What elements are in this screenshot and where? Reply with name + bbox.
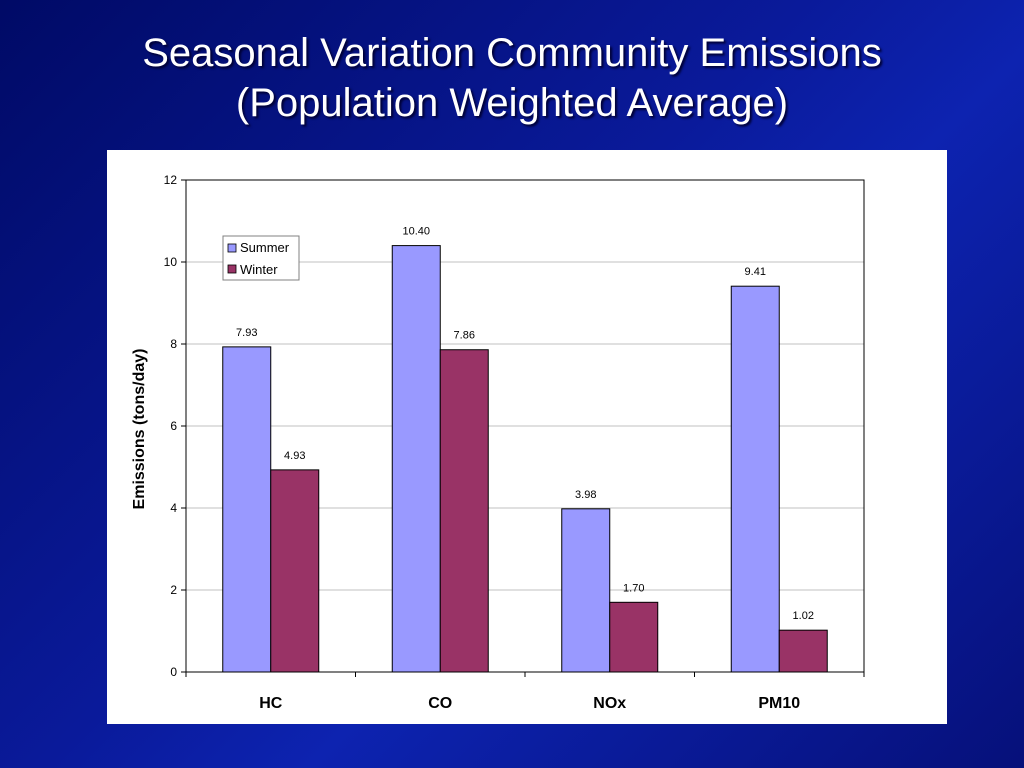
bar-summer-pm10	[730, 285, 780, 673]
bar-winter-hc	[270, 469, 320, 673]
data-label-summer-nox: 3.98	[575, 489, 596, 501]
legend-swatch-winter	[227, 264, 237, 274]
bar-winter-pm10	[778, 629, 828, 673]
bars: 7.93 4.93 10.40 7.86 3.98 1.70 9.41 1.02	[222, 226, 828, 673]
data-label-summer-co: 10.40	[402, 226, 430, 238]
data-label-winter-co: 7.86	[454, 330, 475, 342]
y-tick-label: 4	[170, 501, 177, 515]
slide-title-line-2: (Population Weighted Average)	[235, 81, 789, 125]
bar-winter-co	[439, 349, 489, 673]
data-label-winter-pm10: 1.02	[793, 610, 814, 622]
slide-title: Seasonal Variation Community Emissions (…	[0, 28, 1024, 128]
bar-winter-nox	[609, 601, 659, 673]
legend: Summer Winter	[222, 235, 300, 281]
y-tick-label: 8	[170, 337, 177, 351]
data-label-winter-hc: 4.93	[284, 450, 305, 462]
slide-title-line-1: Seasonal Variation Community Emissions	[142, 31, 882, 75]
y-axis-title: Emissions (tons/day)	[131, 349, 148, 510]
bar-chart: 7.93 4.93 10.40 7.86 3.98 1.70 9.41 1.02 0 2 4 6 8 1…	[131, 173, 865, 712]
chart-panel: 7.93 4.93 10.40 7.86 3.98 1.70 9.41 1.02 0 2 4 6 8 1…	[107, 150, 947, 724]
x-category-label: HC	[259, 695, 283, 712]
y-tick-label: 2	[170, 583, 177, 597]
y-tick-label: 6	[170, 419, 177, 433]
data-label-summer-pm10: 9.41	[745, 266, 766, 278]
data-label-winter-nox: 1.70	[623, 582, 644, 594]
legend-swatch-summer	[227, 243, 237, 253]
y-tick-label: 10	[164, 255, 178, 269]
legend-label-winter: Winter	[240, 262, 278, 277]
bar-summer-co	[391, 245, 441, 673]
y-tick-label: 12	[164, 173, 178, 187]
y-tick-label: 0	[170, 665, 177, 679]
x-category-label: CO	[428, 695, 452, 712]
axis-ticks: 0 2 4 6 8 10 12 HC CO NOx PM10	[164, 173, 865, 712]
bar-summer-hc	[222, 346, 272, 673]
x-category-label: NOx	[593, 695, 626, 712]
data-label-summer-hc: 7.93	[236, 327, 257, 339]
legend-label-summer: Summer	[240, 240, 290, 255]
bar-summer-nox	[561, 508, 611, 673]
x-category-label: PM10	[758, 695, 800, 712]
